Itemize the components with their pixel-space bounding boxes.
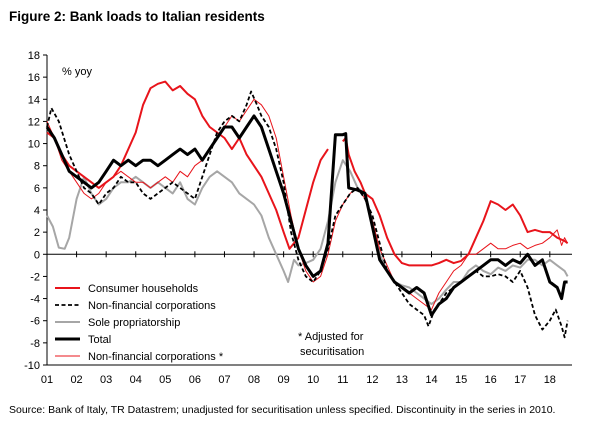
y-tick-label: -2 <box>30 271 40 283</box>
figure-title: Figure 2: Bank loads to Italian resident… <box>9 9 265 24</box>
x-tick-label: 03 <box>100 374 112 386</box>
annotation-line-2: securitisation <box>300 346 364 358</box>
x-tick-label: 16 <box>485 374 497 386</box>
legend-label: Non-financial corporations * <box>88 351 224 363</box>
legend-label: Total <box>88 334 111 346</box>
series-line-non-financial-corporations <box>46 90 569 339</box>
x-tick-label: 09 <box>277 374 289 386</box>
x-tick-label: 10 <box>307 374 319 386</box>
y-tick-label: 14 <box>28 94 40 106</box>
y-tick-label: 2 <box>34 227 40 239</box>
x-tick-label: 17 <box>514 374 526 386</box>
y-tick-label: 8 <box>34 161 40 173</box>
x-tick-label: 18 <box>544 374 556 386</box>
y-tick-label: 0 <box>34 249 40 261</box>
y-tick-label: 6 <box>34 183 40 195</box>
y-tick-label: -8 <box>30 338 40 350</box>
x-tick-label: 07 <box>218 374 230 386</box>
y-tick-label: 4 <box>34 205 40 217</box>
y-tick-label: 18 <box>28 50 40 62</box>
y-tick-label: -10 <box>24 360 40 372</box>
y-axis-label: % yoy <box>62 66 92 78</box>
x-tick-label: 01 <box>41 374 53 386</box>
x-tick-label: 08 <box>248 374 260 386</box>
series-line-sole-propriatorship <box>46 159 569 306</box>
y-tick-label: 12 <box>28 116 40 128</box>
x-tick-label: 12 <box>366 374 378 386</box>
source-note: Source: Bank of Italy, TR Datastrem; una… <box>9 404 556 416</box>
x-tick-label: 11 <box>337 374 348 386</box>
series-line-total <box>45 114 568 317</box>
series-line-consumer-households <box>46 80 569 267</box>
y-tick-label: 10 <box>28 139 40 151</box>
x-tick-label: 02 <box>70 374 82 386</box>
x-tick-label: 14 <box>425 374 437 386</box>
x-tick-label: 13 <box>396 374 408 386</box>
x-tick-label: 06 <box>189 374 201 386</box>
x-tick-label: 05 <box>159 374 171 386</box>
y-tick-label: 16 <box>28 72 40 84</box>
legend-label: Sole propriatorship <box>88 317 180 329</box>
legend-label: Consumer households <box>88 283 199 295</box>
y-tick-label: -6 <box>30 316 40 328</box>
legend-label: Non-financial corporations <box>88 300 216 312</box>
chart-legend: Consumer households Non-financial corpora… <box>55 283 224 363</box>
chart-series <box>45 80 569 339</box>
y-tick-label: -4 <box>30 294 40 306</box>
series-line-non-financial-corporations <box>46 98 569 311</box>
x-tick-label: 04 <box>130 374 142 386</box>
annotation-line-1: * Adjusted for <box>298 331 364 343</box>
x-tick-label: 15 <box>455 374 467 386</box>
